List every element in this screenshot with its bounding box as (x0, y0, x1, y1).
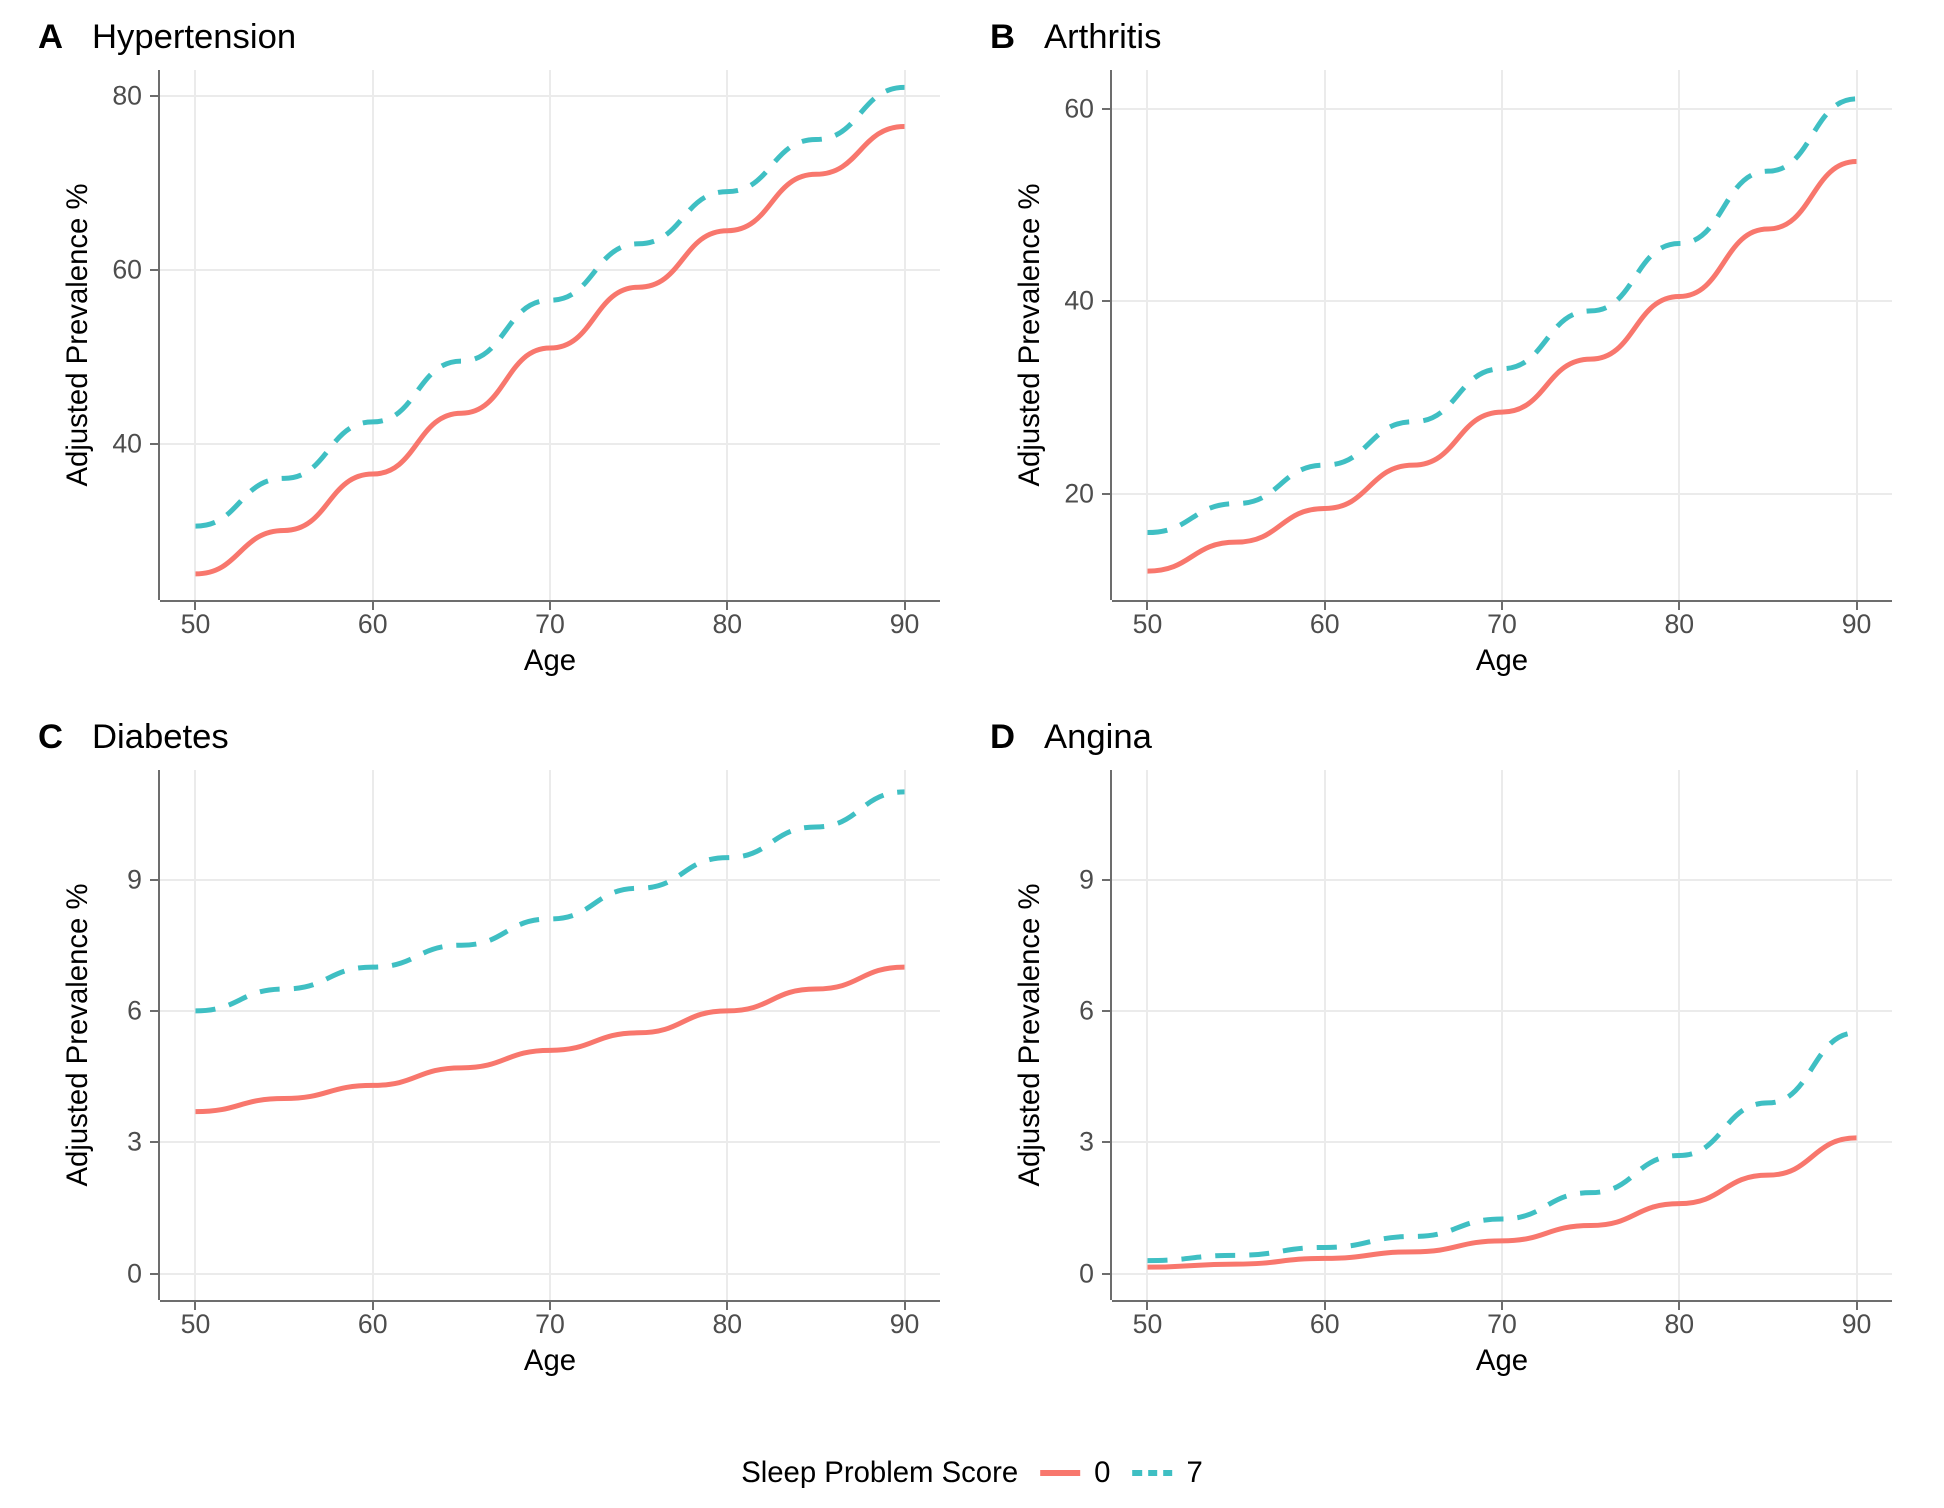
tick-label: 60 (1310, 1309, 1340, 1340)
tick-label: 70 (1487, 1309, 1517, 1340)
tick (150, 1010, 158, 1012)
axis-title-y: Adjusted Prevalence % (1013, 883, 1047, 1186)
figure: AHypertension4060805060708090AgeAdjusted… (0, 0, 1944, 1508)
plot-area: 2040605060708090AgeAdjusted Prevalence % (1112, 70, 1892, 600)
series-lines (1112, 770, 1892, 1300)
axis-line (160, 1300, 940, 1302)
series-lines (160, 70, 940, 600)
panel-title: Diabetes (92, 718, 229, 757)
tick-label: 3 (127, 1127, 142, 1158)
plot-area: 03695060708090AgeAdjusted Prevalence % (160, 770, 940, 1300)
tick (1102, 300, 1110, 302)
axis-title-x: Age (1476, 1344, 1528, 1378)
tick-label: 40 (1064, 286, 1094, 317)
tick-label: 70 (535, 1309, 565, 1340)
tick-label: 70 (535, 609, 565, 640)
tick-label: 9 (1079, 864, 1094, 895)
tick (1102, 879, 1110, 881)
tick (1102, 493, 1110, 495)
tick-label: 20 (1064, 479, 1094, 510)
tick-label: 6 (127, 995, 142, 1026)
tick (150, 1141, 158, 1143)
axis-title-x: Age (1476, 644, 1528, 678)
axis-title-y: Adjusted Prevalence % (1013, 183, 1047, 486)
tick-label: 0 (1079, 1258, 1094, 1289)
series-score7 (195, 87, 904, 526)
tick (150, 879, 158, 881)
tick-label: 80 (112, 81, 142, 112)
tick-label: 50 (181, 609, 211, 640)
tick-label: 6 (1079, 995, 1094, 1026)
panel-letter: D (990, 718, 1015, 757)
tick-label: 80 (1664, 609, 1694, 640)
panel-title: Hypertension (92, 18, 296, 57)
panel-D: DAngina03695060708090AgeAdjusted Prevale… (972, 710, 1924, 1410)
tick-label: 50 (1133, 1309, 1163, 1340)
axis-title-y: Adjusted Prevalence % (61, 183, 95, 486)
tick (1102, 1273, 1110, 1275)
legend-title: Sleep Problem Score (741, 1456, 1018, 1490)
panels-grid: AHypertension4060805060708090AgeAdjusted… (0, 0, 1944, 1420)
series-score7 (1147, 1033, 1856, 1261)
tick-label: 60 (358, 609, 388, 640)
tick-label: 90 (1842, 1309, 1872, 1340)
tick-label: 3 (1079, 1127, 1094, 1158)
series-score7 (195, 792, 904, 1011)
tick-label: 60 (1310, 609, 1340, 640)
panel-C: CDiabetes03695060708090AgeAdjusted Preva… (20, 710, 972, 1410)
tick-label: 50 (1133, 609, 1163, 640)
axis-line (160, 600, 940, 602)
panel-letter: A (38, 18, 63, 57)
tick (150, 1273, 158, 1275)
panel-letter: C (38, 718, 63, 757)
tick-label: 40 (112, 428, 142, 459)
tick-label: 60 (112, 254, 142, 285)
tick (150, 443, 158, 445)
tick-label: 60 (1064, 93, 1094, 124)
tick-label: 60 (358, 1309, 388, 1340)
tick-label: 0 (127, 1258, 142, 1289)
panel-B: BArthritis2040605060708090AgeAdjusted Pr… (972, 10, 1924, 710)
axis-line (1112, 1300, 1892, 1302)
series-score0 (195, 126, 904, 573)
panel-title: Angina (1044, 718, 1152, 757)
legend-line-icon (1040, 1470, 1080, 1476)
tick-label: 90 (890, 1309, 920, 1340)
tick-label: 80 (1664, 1309, 1694, 1340)
tick-label: 80 (712, 609, 742, 640)
legend-label: 0 (1094, 1456, 1110, 1490)
panel-title: Arthritis (1044, 18, 1161, 57)
tick-label: 50 (181, 1309, 211, 1340)
legend-item-score7: 7 (1128, 1456, 1202, 1490)
legend-label: 7 (1186, 1456, 1202, 1490)
legend-swatch (1128, 1459, 1176, 1487)
tick (150, 269, 158, 271)
legend: Sleep Problem Score 0 7 (741, 1456, 1203, 1490)
legend-item-score0: 0 (1036, 1456, 1110, 1490)
legend-swatch (1036, 1459, 1084, 1487)
legend-line-icon (1132, 1470, 1172, 1476)
series-score0 (1147, 1138, 1856, 1267)
series-score0 (1147, 162, 1856, 572)
axis-title-x: Age (524, 1344, 576, 1378)
tick-label: 70 (1487, 609, 1517, 640)
series-score7 (1147, 99, 1856, 533)
tick-label: 90 (1842, 609, 1872, 640)
tick-label: 90 (890, 609, 920, 640)
series-lines (160, 770, 940, 1300)
axis-line (1112, 600, 1892, 602)
tick (1102, 1141, 1110, 1143)
panel-letter: B (990, 18, 1015, 57)
panel-A: AHypertension4060805060708090AgeAdjusted… (20, 10, 972, 710)
tick-label: 9 (127, 864, 142, 895)
plot-area: 03695060708090AgeAdjusted Prevalence % (1112, 770, 1892, 1300)
tick (1102, 1010, 1110, 1012)
plot-area: 4060805060708090AgeAdjusted Prevalence % (160, 70, 940, 600)
tick (150, 95, 158, 97)
axis-title-x: Age (524, 644, 576, 678)
series-lines (1112, 70, 1892, 600)
tick (1102, 108, 1110, 110)
tick-label: 80 (712, 1309, 742, 1340)
axis-title-y: Adjusted Prevalence % (61, 883, 95, 1186)
